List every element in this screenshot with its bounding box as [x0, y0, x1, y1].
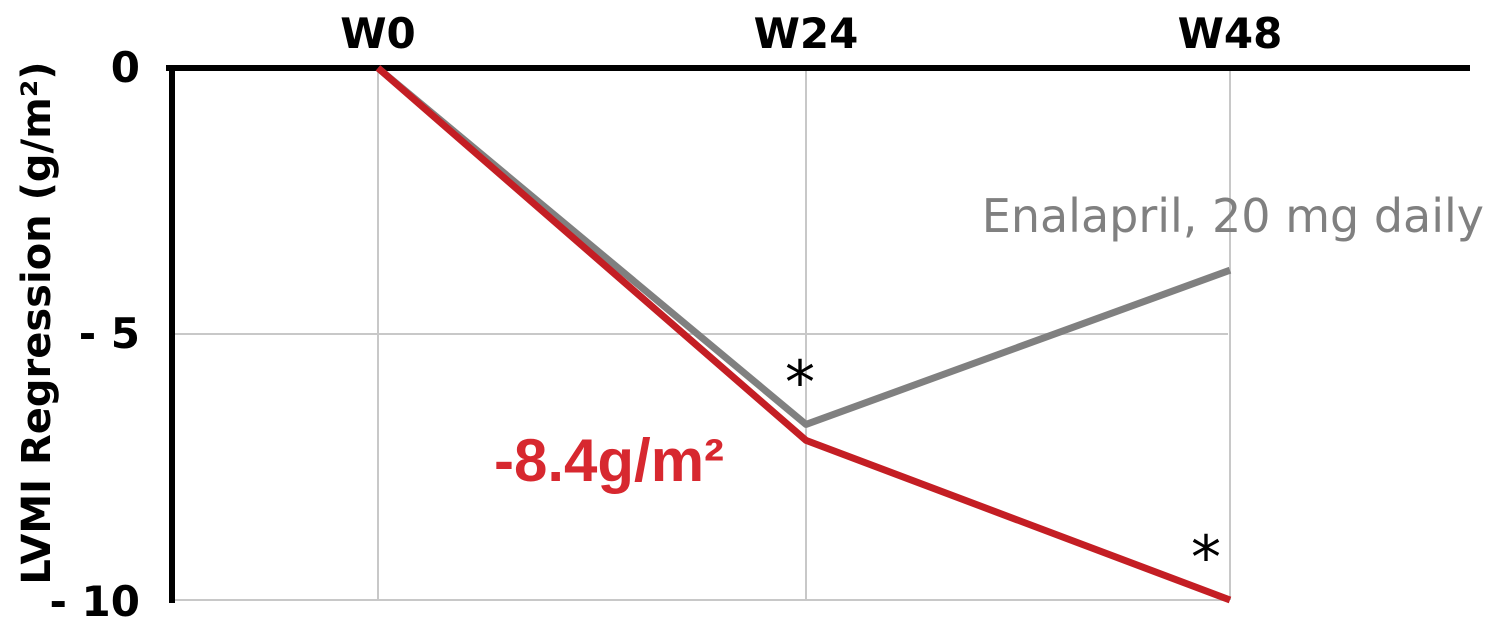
y-tick-label: - 10	[49, 577, 140, 626]
y-tick-label: - 5	[79, 309, 140, 358]
series-lines	[375, 65, 1232, 604]
series-line-1	[375, 65, 1232, 428]
x-tick-label: W24	[754, 9, 859, 58]
significance-star-w48: *	[1191, 523, 1221, 593]
y-tick-label: 0	[111, 43, 140, 92]
annotations: Enalapril, 20 mg daily -8.4g/m² * *	[494, 189, 1484, 593]
series-label: Enalapril, 20 mg daily	[982, 189, 1484, 243]
value-annotation: -8.4g/m²	[494, 427, 724, 494]
y-axis-label: LVMI Regression (g/m²)	[14, 61, 60, 584]
x-tick-label: W48	[1178, 9, 1283, 58]
x-tick-label: W0	[340, 9, 416, 58]
tick-labels: W0 W24 W48 0 - 5 - 10	[49, 9, 1282, 626]
significance-star-w24: *	[785, 348, 815, 418]
series-line-2	[375, 65, 1232, 604]
